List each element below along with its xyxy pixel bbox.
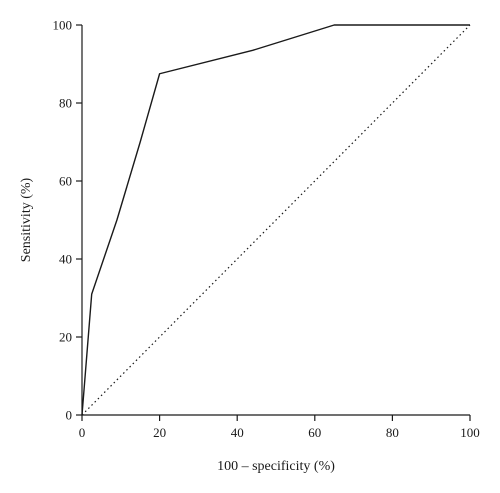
- x-axis-title: 100 – specificity (%): [217, 459, 335, 474]
- y-tick-label: 0: [66, 408, 73, 423]
- y-tick-label: 60: [59, 174, 72, 189]
- y-tick-label: 20: [59, 330, 72, 345]
- series-layer: [81, 24, 470, 416]
- y-ticks: 0 20 40 60 80 100: [53, 18, 82, 423]
- y-tick-label: 100: [53, 18, 73, 33]
- x-tick-label: 60: [308, 425, 321, 440]
- roc-curve-line: [81, 24, 470, 416]
- reference-diagonal-line: [81, 24, 471, 416]
- x-ticks: 0 20 40 60 80 100: [79, 415, 480, 440]
- y-axis-title: Sensitivity (%): [19, 177, 34, 262]
- axes-layer: [81, 25, 470, 416]
- x-tick-label: 40: [231, 425, 244, 440]
- reference-line-layer: [81, 24, 471, 416]
- x-tick-label: 80: [386, 425, 399, 440]
- x-tick-label: 20: [153, 425, 166, 440]
- x-tick-label: 100: [460, 425, 480, 440]
- y-tick-label: 40: [59, 252, 72, 267]
- y-tick-label: 80: [59, 96, 72, 111]
- x-tick-label: 0: [79, 425, 86, 440]
